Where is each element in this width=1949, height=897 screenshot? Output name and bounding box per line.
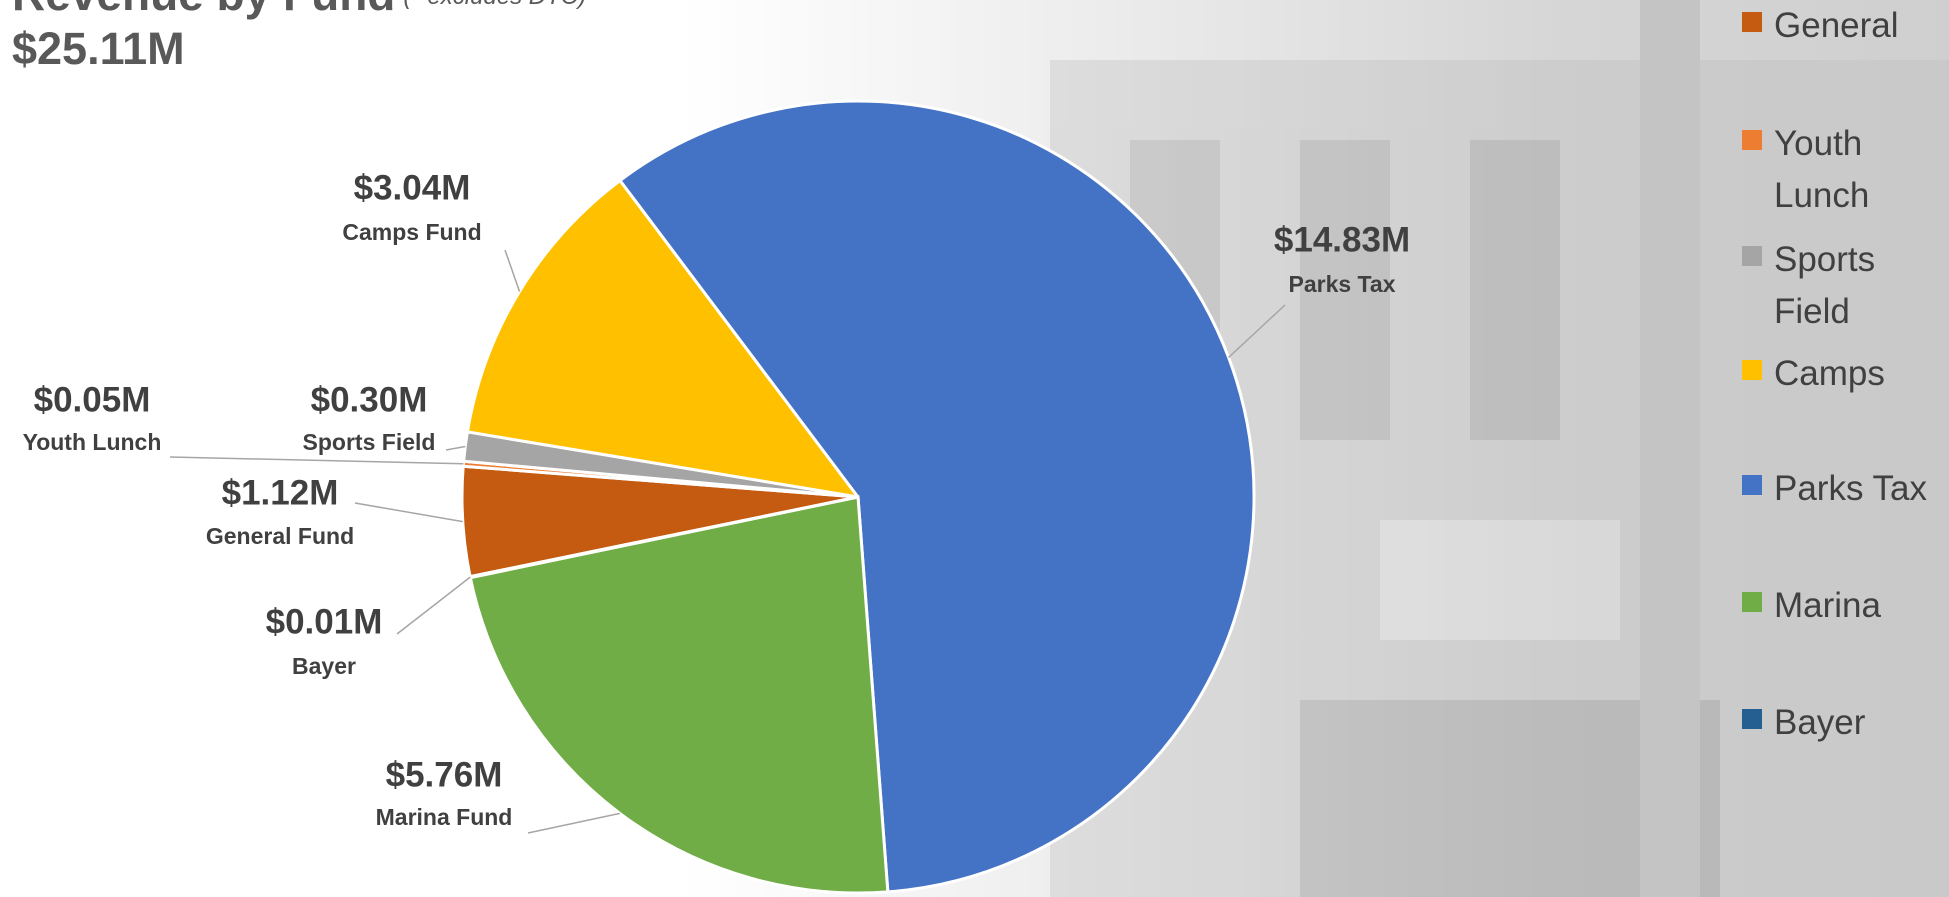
- leader-line: [1228, 304, 1286, 359]
- legend-swatch: [1742, 709, 1762, 729]
- subtitle-text: (* excludes DTC): [403, 0, 586, 10]
- legend-label: Camps: [1774, 354, 1885, 393]
- legend-item: General: [1742, 0, 1942, 52]
- legend-label: Marina: [1774, 586, 1881, 625]
- legend-swatch: [1742, 130, 1762, 150]
- pie: [460, 99, 1256, 895]
- data-label-name: Parks Tax: [1289, 271, 1396, 297]
- data-label-value: $14.83M: [1274, 220, 1410, 259]
- legend-item: Marina: [1742, 580, 1942, 632]
- data-label-value: $1.12M: [222, 473, 339, 512]
- legend-item: Camps: [1742, 348, 1942, 400]
- leader-line: [354, 502, 463, 523]
- leader-line: [396, 576, 471, 635]
- legend-label: General: [1774, 6, 1899, 45]
- legend-label: Parks Tax: [1774, 469, 1928, 508]
- legend-item: Youth Lunch: [1742, 118, 1942, 222]
- legend-label: Youth Lunch: [1774, 124, 1870, 215]
- legend-swatch: [1742, 12, 1762, 32]
- data-label-name: Bayer: [292, 653, 356, 679]
- data-label-value: $0.01M: [266, 602, 383, 641]
- pie-slice: [617, 99, 1256, 894]
- legend-item: Parks Tax: [1742, 463, 1942, 515]
- chart-title: Revenue by Fund (* excludes DTC): [12, 0, 586, 20]
- legend-item: Bayer: [1742, 697, 1942, 749]
- legend-swatch: [1742, 475, 1762, 495]
- data-label-name: Sports Field: [303, 429, 436, 455]
- total-label: $25.11M: [12, 23, 185, 74]
- legend-swatch: [1742, 360, 1762, 380]
- data-label-value: $3.04M: [354, 168, 471, 207]
- data-label-name: General Fund: [206, 523, 354, 549]
- legend-label: Sports Field: [1774, 240, 1876, 331]
- data-label-value: $5.76M: [386, 755, 503, 794]
- legend-swatch: [1742, 246, 1762, 266]
- data-label-name: Camps Fund: [342, 219, 481, 245]
- legend-label: Bayer: [1774, 703, 1866, 742]
- leader-line: [445, 445, 466, 451]
- data-label-name: Marina Fund: [376, 804, 513, 830]
- title-text: Revenue by Fund: [12, 0, 395, 20]
- data-label-value: $0.05M: [34, 380, 151, 419]
- leader-line: [527, 812, 621, 834]
- legend-swatch: [1742, 592, 1762, 612]
- pie-slice: [468, 495, 890, 895]
- leader-line: [169, 456, 464, 465]
- leader-line: [504, 249, 521, 292]
- pie-slice: [465, 178, 862, 500]
- data-label-value: $0.30M: [311, 380, 428, 419]
- data-label-name: Youth Lunch: [23, 429, 162, 455]
- legend-item: Sports Field: [1742, 234, 1942, 338]
- background-building: [1050, 0, 1949, 897]
